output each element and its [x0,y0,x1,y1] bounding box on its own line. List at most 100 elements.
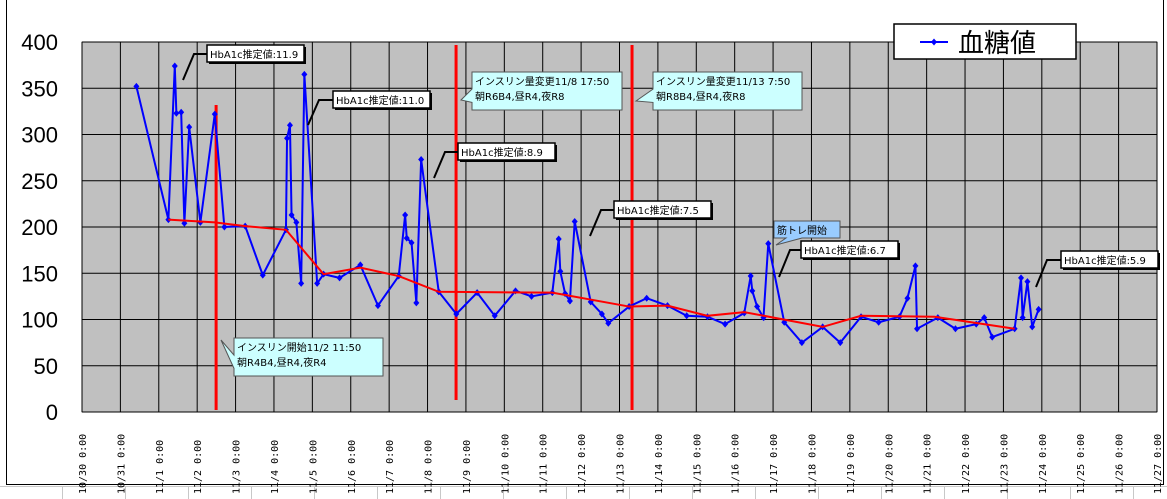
data-point [875,318,882,326]
hba1c-annotation-text: HbA1c推定値:8.9 [461,146,543,159]
data-point [336,274,343,282]
hba1c-annotation-box [800,240,899,259]
data-point [914,325,921,333]
hba1c-annotation-box [332,90,431,109]
x-tick-label: 11/3 0:00 [232,440,243,494]
y-tick-label: 400 [21,30,58,55]
chart-frame [6,0,1164,485]
y-tick-label: 200 [21,215,58,240]
callout-line2: 朝R4B4,昼R4,夜R4 [237,356,327,369]
y-tick-label: 250 [21,169,58,194]
data-point [284,134,291,142]
callout-line1: 筋トレ開始 [777,224,827,237]
x-tick-label: 11/9 0:00 [462,440,473,494]
y-tick-label: 350 [21,76,58,101]
x-tick-label: 11/18 0:00 [807,434,818,494]
x-tick-label: 10/31 0:00 [116,434,127,494]
leader-line [778,249,801,278]
x-tick-label: 11/16 0:00 [731,434,742,494]
hba1c-annotation-box [1060,250,1159,269]
callout-box [220,337,384,377]
data-point [749,287,756,295]
y-tick-label: 100 [21,308,58,333]
x-tick-label: 11/24 0:00 [1038,434,1049,494]
callout-line1: インスリン量変更11/8 17:50 [475,75,609,88]
y-tick-label: 300 [21,123,58,148]
x-tick-label: 11/1 0:00 [155,440,166,494]
x-tick-label: 11/13 0:00 [616,434,627,494]
data-point [301,70,308,78]
callout-line1: インスリン量変更11/13 7:50 [656,75,790,88]
x-tick-label: 11/21 0:00 [923,434,934,494]
data-point [555,235,562,243]
x-tick-label: 11/22 0:00 [961,434,972,494]
callout-line1: インスリン開始11/2 11:50 [237,341,361,354]
data-point [798,339,805,347]
data-point [557,267,564,275]
data-point [403,234,410,242]
trend-line [168,218,1015,330]
data-point [952,325,959,333]
leader-line [589,209,614,237]
x-tick-label: 11/11 0:00 [539,434,550,494]
data-point [408,239,415,247]
data-point [1019,314,1026,322]
y-tick-label: 150 [21,261,58,286]
x-tick-label: 11/17 0:00 [769,434,780,494]
data-point [418,155,425,163]
hba1c-annotation-text: HbA1c推定値:5.9 [1064,254,1146,267]
data-point [133,82,140,90]
hba1c-annotation-box [206,44,305,63]
data-point [171,62,178,70]
x-tick-label: 11/7 0:00 [385,440,396,494]
data-point [298,279,305,287]
x-tick-label: 11/25 0:00 [1076,434,1087,494]
callout-box [634,71,803,111]
hba1c-annotation-text: HbA1c推定値:11.9 [210,48,298,61]
data-point [288,211,295,219]
data-point [186,123,193,131]
data-point [402,211,409,219]
hba1c-annotation-text: HbA1c推定値:7.5 [617,204,699,217]
data-point [173,109,180,117]
hba1c-annotation-text: HbA1c推定値:11.0 [336,94,424,107]
x-tick-label: 11/27 0:00 [1153,434,1164,494]
x-tick-label: 11/2 0:00 [193,440,204,494]
x-tick-label: 11/26 0:00 [1115,434,1126,494]
data-point [314,279,321,287]
data-point [989,333,996,341]
y-tick-label: 0 [46,400,58,425]
data-point [528,292,535,300]
data-point [912,262,919,270]
data-point [357,261,364,269]
leader-line [433,151,458,179]
leader-line [307,99,333,126]
x-tick-label: 11/15 0:00 [692,434,703,494]
glucose-line [135,66,1040,345]
hba1c-annotation-box [457,142,556,161]
x-tick-label: 10/30 0:00 [78,434,89,494]
x-tick-label: 11/12 0:00 [577,434,588,494]
data-point [754,303,761,311]
data-point [491,312,498,320]
data-point [178,108,185,116]
x-tick-label: 11/5 0:00 [308,440,319,494]
data-point [747,272,754,280]
leader-line [1035,259,1061,288]
x-tick-label: 11/6 0:00 [347,440,358,494]
hba1c-annotation-text: HbA1c推定値:6.7 [804,244,886,257]
data-point [293,218,300,226]
x-tick-label: 11/4 0:00 [270,440,281,494]
data-point [765,240,772,248]
x-tick-label: 11/23 0:00 [999,434,1010,494]
legend-label: 血糖値 [958,29,1036,59]
data-point [453,310,460,318]
callout-box [459,71,623,111]
data-point [1024,278,1031,286]
data-point [566,297,573,305]
data-point [413,299,420,307]
data-point [286,121,293,129]
data-point [221,223,228,231]
y-tick-label: 50 [34,354,58,379]
